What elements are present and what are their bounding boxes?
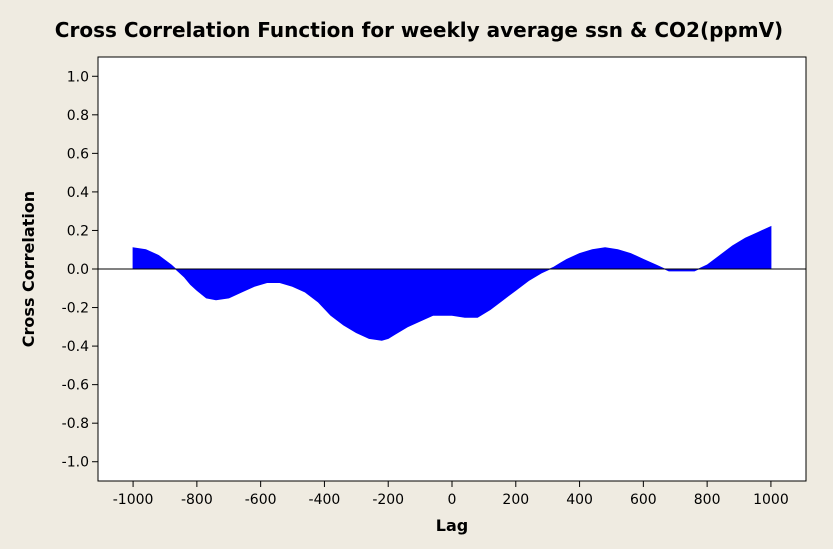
series-layer [132, 225, 772, 341]
x-tick-label: -200 [372, 492, 404, 508]
y-tick-label: -0.6 [62, 378, 89, 394]
x-axis-label: Lag [436, 516, 468, 535]
y-tick-label: 1.0 [67, 69, 89, 85]
x-tick-label: 800 [694, 492, 721, 508]
x-axis: -1000 -800 -600 -400 -200 0 200 400 600 800 1000 [113, 481, 789, 508]
x-tick-label: 400 [566, 492, 593, 508]
y-tick-label: 0.6 [67, 146, 89, 162]
x-tick-label: 0 [448, 492, 457, 508]
y-tick-label: -0.8 [62, 416, 89, 432]
y-axis-label: Cross Correlation [19, 191, 38, 347]
chart-title: Cross Correlation Function for weekly av… [55, 18, 783, 42]
y-axis: 1.0 0.8 0.6 0.4 0.2 0.0 -0.2 -0.4 -0.6 -0.8 -1.0 [62, 69, 98, 471]
y-tick-label: -0.2 [62, 301, 89, 317]
y-tick-label: 0.2 [67, 223, 89, 239]
ccf-area-series-0 [132, 225, 772, 341]
y-tick-label: -0.4 [62, 339, 89, 355]
y-tick-label: 0.4 [67, 185, 89, 201]
y-tick-label: -1.0 [62, 455, 89, 471]
x-tick-label: -1000 [113, 492, 154, 508]
x-tick-label: -600 [245, 492, 277, 508]
y-tick-label: 0.8 [67, 108, 89, 124]
x-tick-label: 600 [630, 492, 657, 508]
x-tick-label: 200 [502, 492, 529, 508]
x-tick-label: -400 [309, 492, 341, 508]
x-tick-label: 1000 [753, 492, 789, 508]
x-tick-label: -800 [181, 492, 213, 508]
y-tick-label: 0.0 [67, 262, 89, 278]
